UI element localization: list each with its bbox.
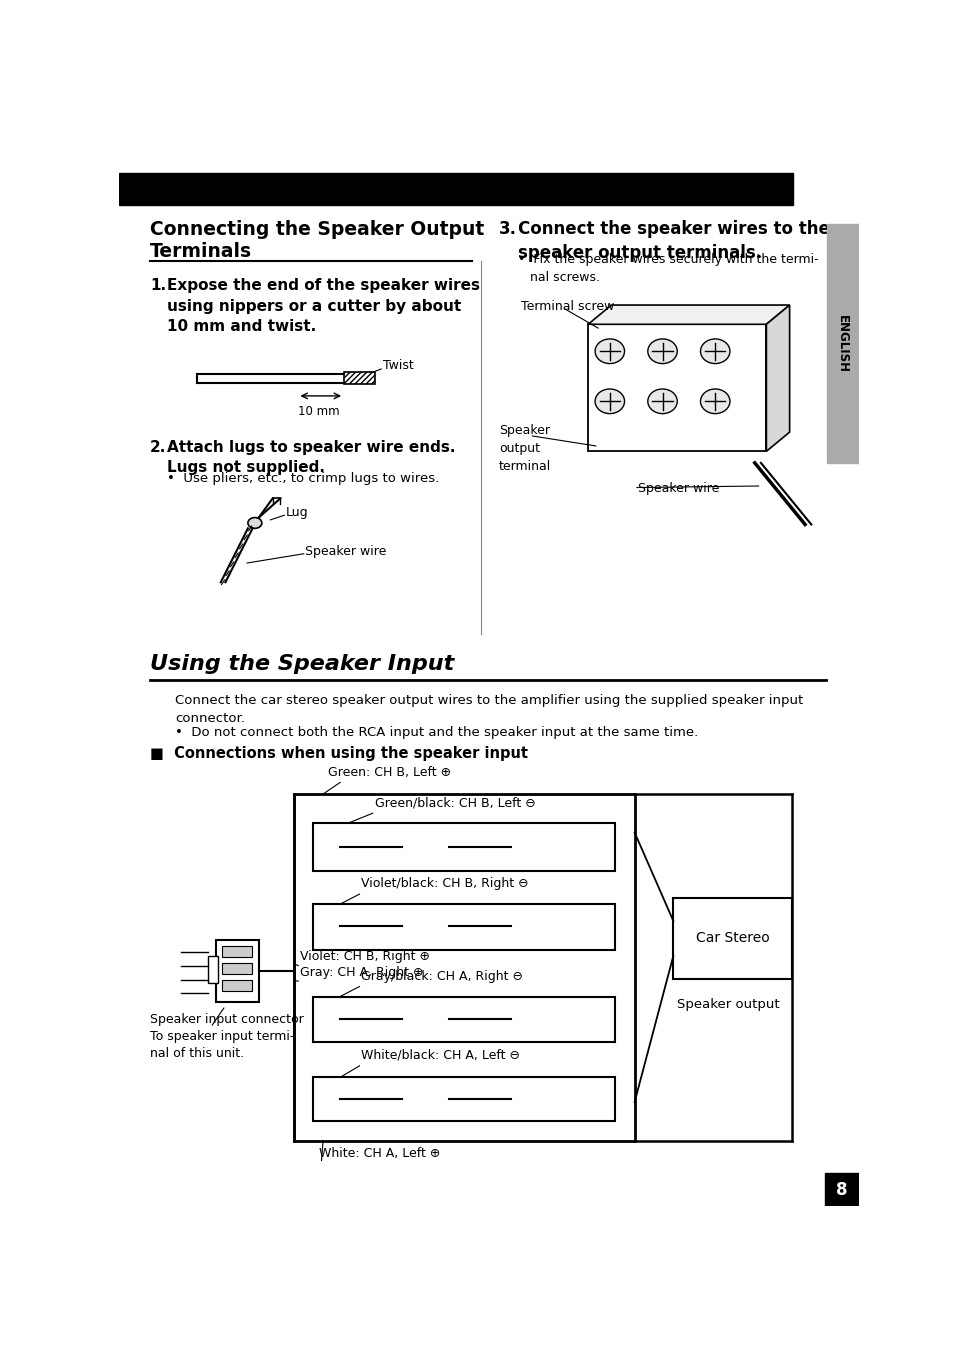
Bar: [313, 1077, 615, 1121]
Bar: [208, 955, 217, 982]
Text: ENGLISH: ENGLISH: [835, 314, 848, 373]
Text: Speaker wire: Speaker wire: [638, 482, 720, 495]
Text: 3.: 3.: [498, 221, 517, 238]
Text: Terminals: Terminals: [150, 243, 253, 262]
Text: Gray: CH A, Right ⊕: Gray: CH A, Right ⊕: [299, 966, 423, 978]
Text: Using the Speaker Input: Using the Speaker Input: [150, 654, 454, 673]
Text: Expose the end of the speaker wires
using nippers or a cutter by about
10 mm and: Expose the end of the speaker wires usin…: [167, 278, 479, 333]
Text: White: CH A, Left ⊕: White: CH A, Left ⊕: [319, 1146, 440, 1160]
Text: Violet: CH B, Right ⊕: Violet: CH B, Right ⊕: [299, 950, 430, 963]
Bar: [216, 940, 258, 1001]
Text: White/black: CH A, Left ⊖: White/black: CH A, Left ⊖: [360, 1049, 519, 1062]
Text: Speaker wire: Speaker wire: [305, 545, 386, 558]
Text: Violet/black: CH B, Right ⊖: Violet/black: CH B, Right ⊖: [360, 877, 528, 890]
Bar: [222, 946, 252, 957]
Ellipse shape: [700, 389, 729, 413]
Text: •  Do not connect both the RCA input and the speaker input at the same time.: • Do not connect both the RCA input and …: [174, 726, 698, 740]
Text: 10 mm: 10 mm: [298, 405, 339, 419]
Bar: [294, 794, 634, 1141]
Bar: [222, 980, 252, 991]
Text: Car Stereo: Car Stereo: [695, 931, 769, 946]
Text: Connect the car stereo speaker output wires to the amplifier using the supplied : Connect the car stereo speaker output wi…: [174, 694, 802, 725]
Text: ■  Connections when using the speaker input: ■ Connections when using the speaker inp…: [150, 747, 528, 762]
Bar: [344, 373, 375, 385]
Ellipse shape: [595, 339, 624, 363]
Text: Green/black: CH B, Left ⊖: Green/black: CH B, Left ⊖: [375, 797, 536, 809]
Text: Lug: Lug: [286, 507, 308, 519]
Text: Attach lugs to speaker wire ends.
Lugs not supplied.: Attach lugs to speaker wire ends. Lugs n…: [167, 440, 456, 476]
Text: •  Use pliers, etc., to crimp lugs to wires.: • Use pliers, etc., to crimp lugs to wir…: [167, 472, 439, 485]
Text: Speaker
output
terminal: Speaker output terminal: [498, 424, 551, 473]
Text: Terminal screw: Terminal screw: [520, 299, 614, 313]
Ellipse shape: [248, 518, 261, 528]
Polygon shape: [587, 305, 789, 324]
Polygon shape: [765, 305, 789, 451]
Ellipse shape: [647, 339, 677, 363]
Bar: [824, 1173, 858, 1206]
Ellipse shape: [595, 389, 624, 413]
Bar: [826, 224, 858, 463]
Bar: [313, 824, 615, 871]
Bar: [222, 963, 252, 974]
Text: Speaker input connector
To speaker input termi-
nal of this unit.: Speaker input connector To speaker input…: [150, 1014, 304, 1061]
Ellipse shape: [700, 339, 729, 363]
Text: •  Fix the speaker wires securely with the termi-
   nal screws.: • Fix the speaker wires securely with th…: [517, 252, 818, 283]
Text: Speaker output: Speaker output: [677, 999, 779, 1011]
Bar: [673, 898, 791, 978]
Text: Twist: Twist: [382, 359, 413, 371]
Ellipse shape: [647, 389, 677, 413]
Text: 8: 8: [835, 1180, 846, 1199]
Text: 1.: 1.: [150, 278, 166, 293]
Text: Connect the speaker wires to the
speaker output terminals.: Connect the speaker wires to the speaker…: [517, 221, 828, 262]
Text: Gray/black: CH A, Right ⊖: Gray/black: CH A, Right ⊖: [360, 970, 522, 982]
Bar: [313, 996, 615, 1042]
Bar: [587, 324, 765, 451]
Text: Green: CH B, Left ⊕: Green: CH B, Left ⊕: [328, 766, 451, 779]
Bar: [313, 904, 615, 950]
Text: Connecting the Speaker Output: Connecting the Speaker Output: [150, 221, 484, 240]
Text: 2.: 2.: [150, 440, 167, 455]
Bar: [119, 172, 793, 205]
